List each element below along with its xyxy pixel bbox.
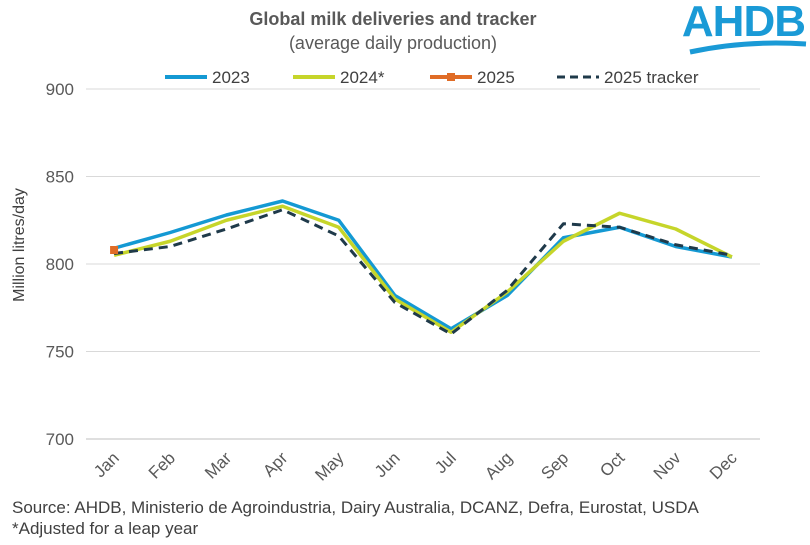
x-tick-label: Aug: [481, 448, 516, 483]
y-tick-label: 850: [46, 168, 74, 187]
ahdb-logo: AHDB: [682, 0, 807, 55]
x-tick-label: Dec: [706, 448, 741, 483]
x-tick-label: Jul: [431, 448, 460, 477]
x-tick-label: Sep: [537, 448, 572, 483]
gridlines: [86, 88, 760, 440]
y-axis-ticks: 700 750 800 850 900: [46, 80, 74, 449]
y-tick-label: 750: [46, 343, 74, 362]
legend: 2023 2024* 2025 2025 tracker: [165, 68, 699, 87]
legend-label: 2025 tracker: [604, 68, 699, 87]
series-line-2025-tracker: [113, 208, 733, 336]
series-line-2023: [113, 199, 733, 331]
leap-year-note: *Adjusted for a leap year: [12, 519, 199, 538]
legend-marker-2025: [447, 73, 455, 81]
legend-label: 2024*: [340, 68, 385, 87]
chart-title: Global milk deliveries and tracker: [249, 9, 536, 29]
logo-swoosh: [689, 40, 807, 55]
data-point-2025: [110, 246, 119, 254]
x-tick-label: Apr: [259, 448, 291, 480]
x-tick-label: Oct: [596, 448, 628, 480]
y-tick-label: 800: [46, 255, 74, 274]
series-line-2024: [113, 204, 733, 334]
legend-label: 2025: [477, 68, 515, 87]
chart-subtitle: (average daily production): [289, 33, 497, 53]
y-tick-label: 900: [46, 80, 74, 99]
series-lines: [110, 199, 733, 336]
x-tick-label: Mar: [201, 448, 235, 482]
x-tick-label: Nov: [650, 448, 685, 483]
x-axis-ticks: Jan Feb Mar Apr May Jun Jul Aug Sep Oct Nov Dec: [90, 448, 741, 485]
y-tick-label: 700: [46, 430, 74, 449]
x-tick-label: May: [311, 448, 347, 484]
x-tick-label: Jun: [371, 448, 404, 481]
logo-text: AHDB: [682, 0, 805, 46]
x-tick-label: Jan: [90, 448, 123, 481]
y-axis-label: Million litres/day: [11, 188, 28, 302]
source-note: Source: AHDB, Ministerio de Agroindustri…: [12, 498, 699, 517]
legend-label: 2023: [212, 68, 250, 87]
x-tick-label: Feb: [145, 448, 179, 482]
